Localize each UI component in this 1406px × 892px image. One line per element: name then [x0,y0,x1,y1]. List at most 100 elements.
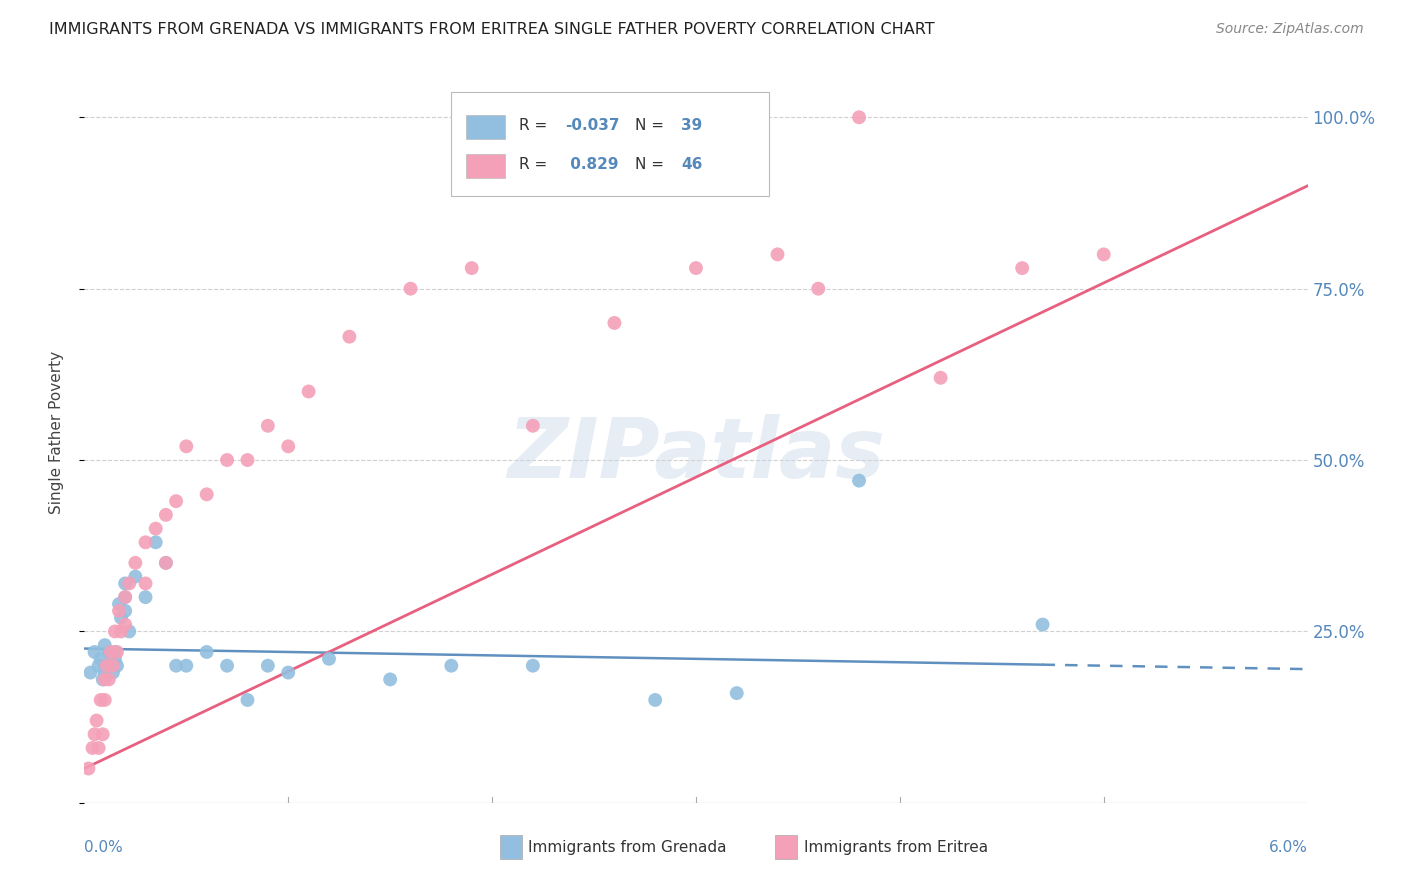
Point [91,673,114,687]
Point [155,508,177,522]
Text: R =: R = [519,118,551,133]
Point [83,727,105,741]
Point [110,624,132,639]
Point [96,658,118,673]
Point [114,604,136,618]
Point [236,453,259,467]
Text: -0.037: -0.037 [565,118,620,133]
Point [79,665,101,680]
Point [155,556,177,570]
Text: N =: N = [636,157,669,172]
Point [82,741,104,756]
Text: Immigrants from Eritrea: Immigrants from Eritrea [804,839,988,855]
Point [195,645,218,659]
Point [101,665,124,680]
Text: 46: 46 [682,157,703,172]
Point [236,693,259,707]
Bar [501,836,522,859]
Point [114,590,136,604]
Text: N =: N = [636,118,669,133]
Point [1092,247,1115,261]
Point [118,576,141,591]
Text: 39: 39 [682,118,703,133]
Point [176,439,198,453]
Point [257,418,280,433]
Y-axis label: Single Father Poverty: Single Father Poverty [49,351,63,514]
Point [93,638,117,652]
Point [93,665,117,680]
Point [93,658,117,673]
Point [87,741,110,756]
Text: ZIPatlas: ZIPatlas [508,414,884,495]
Text: IMMIGRANTS FROM GRENADA VS IMMIGRANTS FROM ERITREA SINGLE FATHER POVERTY CORRELA: IMMIGRANTS FROM GRENADA VS IMMIGRANTS FR… [49,22,935,37]
Point [108,604,131,618]
Point [100,645,122,659]
Point [91,727,114,741]
Point [277,665,299,680]
Point [155,556,177,570]
Text: Immigrants from Grenada: Immigrants from Grenada [529,839,727,855]
Text: 6.0%: 6.0% [1268,839,1308,855]
Point [461,261,484,276]
Text: R =: R = [519,157,551,172]
Point [176,658,198,673]
Point [848,110,870,124]
Point [104,652,127,666]
Point [165,658,187,673]
Point [110,610,132,624]
Point [1011,261,1033,276]
Bar [776,836,797,859]
Point [644,693,666,707]
Point [725,686,748,700]
Point [114,590,136,604]
Point [522,418,544,433]
Point [165,494,187,508]
Point [93,673,117,687]
Point [124,556,146,570]
Point [135,576,157,591]
Point [105,645,128,659]
Point [522,658,544,673]
Point [929,371,952,385]
Point [145,522,167,536]
Point [100,658,122,673]
Point [380,673,402,687]
Point [399,282,422,296]
Bar [465,154,505,178]
Bar [451,92,769,195]
Point [339,329,361,343]
Text: 0.829: 0.829 [565,157,619,172]
Point [217,453,239,467]
Point [90,693,112,707]
Point [104,645,127,659]
Point [257,658,280,673]
Point [77,762,100,776]
Bar [465,115,505,138]
Point [135,590,157,604]
Point [105,658,128,673]
Point [807,282,830,296]
Point [1032,617,1054,632]
Point [217,658,239,673]
Point [90,652,112,666]
Point [124,569,146,583]
Point [277,439,299,453]
Point [97,673,120,687]
Point [83,645,105,659]
Point [93,693,117,707]
Point [195,487,218,501]
Point [848,474,870,488]
Point [114,576,136,591]
Point [318,652,340,666]
Point [603,316,626,330]
Point [104,624,127,639]
Point [766,247,789,261]
Point [108,597,131,611]
Point [86,714,108,728]
Text: Source: ZipAtlas.com: Source: ZipAtlas.com [1216,22,1364,37]
Point [101,658,124,673]
Point [114,617,136,632]
Point [97,645,120,659]
Point [145,535,167,549]
Point [440,658,463,673]
